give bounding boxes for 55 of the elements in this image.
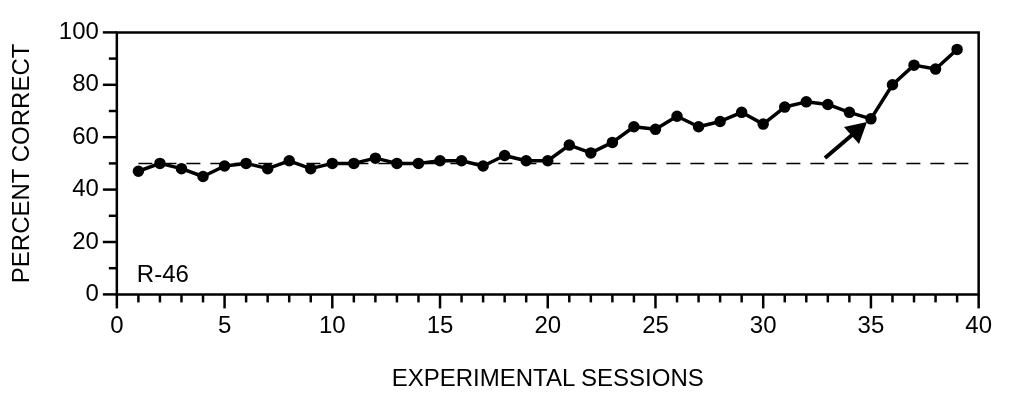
x-tick-label: 10: [318, 311, 346, 339]
point: [628, 120, 640, 133]
y-tick-label: 20: [72, 226, 99, 254]
point: [455, 155, 468, 167]
point: [175, 162, 188, 175]
point: [692, 120, 705, 133]
point: [132, 165, 145, 178]
point: [283, 155, 295, 167]
point: [735, 106, 748, 119]
point: [779, 101, 791, 113]
annotation: R-46: [136, 260, 189, 288]
x-tick-label: 30: [749, 311, 777, 339]
x-tick-label: 40: [965, 311, 992, 339]
x-tick-label: 5: [217, 311, 232, 339]
point: [391, 157, 403, 170]
point: [197, 170, 209, 183]
point: [843, 106, 856, 119]
point: [498, 149, 511, 162]
point: [154, 157, 166, 170]
point: [951, 43, 963, 56]
x-tick-label: 35: [857, 311, 885, 339]
point: [542, 155, 554, 167]
point: [714, 115, 726, 128]
x-axis-title: EXPERIMENTAL SESSIONS: [391, 364, 704, 392]
x-tick-label: 20: [534, 311, 562, 339]
point: [886, 79, 899, 91]
point: [240, 157, 252, 170]
point: [671, 110, 683, 122]
point: [369, 152, 382, 164]
y-axis-title: PERCENT CORRECT: [7, 43, 35, 284]
point: [477, 160, 489, 172]
point: [412, 157, 425, 170]
point: [606, 136, 619, 149]
point: [348, 157, 360, 170]
point: [326, 157, 339, 170]
point: [649, 123, 662, 136]
y-tick-label: 60: [72, 121, 99, 149]
point: [800, 96, 813, 108]
point: [563, 139, 576, 151]
point: [908, 59, 920, 71]
x-tick-label: 0: [110, 311, 124, 339]
x-tick-label: 25: [642, 311, 669, 339]
point: [585, 147, 597, 159]
y-tick-label: 100: [58, 17, 99, 45]
y-tick-label: 80: [72, 69, 99, 97]
y-tick-label: 0: [85, 279, 99, 307]
point: [865, 113, 877, 125]
point: [520, 155, 532, 167]
point: [218, 160, 231, 172]
point: [757, 118, 769, 130]
point: [929, 63, 942, 75]
x-tick-label: 15: [426, 311, 454, 339]
point: [822, 98, 834, 111]
point: [434, 155, 446, 167]
y-tick-label: 40: [72, 174, 99, 202]
